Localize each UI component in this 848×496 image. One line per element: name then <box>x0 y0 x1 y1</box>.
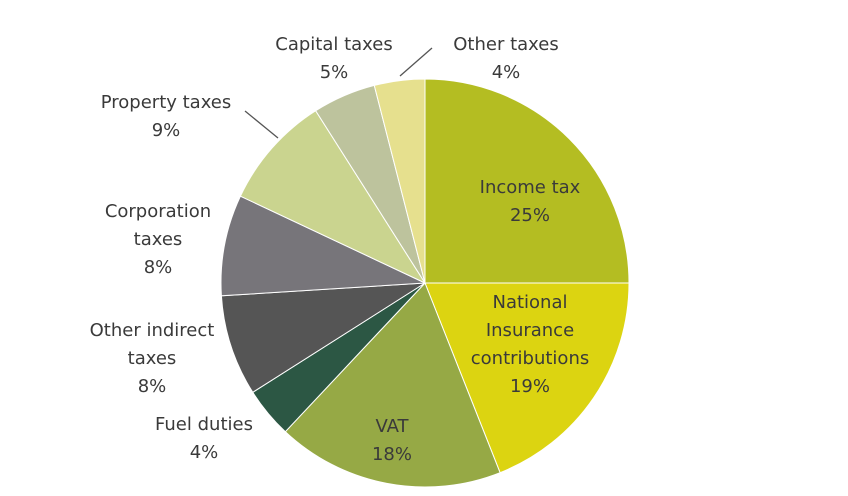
slice-percent-label: 4% <box>190 442 219 463</box>
slice-label-line: Other taxes <box>453 34 558 55</box>
slice-label-line: taxes <box>128 348 177 369</box>
slice-percent-label: 19% <box>510 376 550 397</box>
pie-slice-property <box>239 110 427 285</box>
slice-label-line: Other indirect <box>90 320 215 341</box>
leader-lines <box>244 47 433 139</box>
leader-line-property <box>244 110 279 139</box>
slice-percent-label: 4% <box>492 62 521 83</box>
slice-label-line: contributions <box>471 348 589 369</box>
slice-label-vat: VAT 18% <box>372 416 412 465</box>
leader-line-other <box>399 47 433 77</box>
slice-label-line: Capital taxes <box>275 34 392 55</box>
slice-label-line: Corporation <box>105 201 211 222</box>
slice-label-line: taxes <box>134 229 183 250</box>
slice-label-line: Fuel duties <box>155 414 253 435</box>
pie-slice-corporation <box>220 195 426 297</box>
pie-slices <box>220 78 630 488</box>
slice-label-line: Income tax <box>480 177 581 198</box>
slice-label-other: Other taxes 4% <box>453 34 558 83</box>
slice-label-fuel: Fuel duties 4% <box>155 414 253 463</box>
pie-slice-vat <box>284 282 501 488</box>
slice-label-line: Insurance <box>486 320 574 341</box>
slice-label-nic: National Insurance contributions 19% <box>471 292 589 397</box>
slice-percent-label: 5% <box>320 62 349 83</box>
slice-label-line: National <box>492 292 567 313</box>
slice-label-income: Income tax 25% <box>480 177 581 226</box>
slice-label-line: Property taxes <box>101 92 232 113</box>
slice-percent-label: 9% <box>152 120 181 141</box>
slice-label-capital: Capital taxes 5% <box>275 34 392 83</box>
slice-label-line: VAT <box>375 416 409 437</box>
pie-slice-other <box>373 78 426 284</box>
slice-label-property: Property taxes 9% <box>101 92 232 141</box>
slice-percent-label: 8% <box>138 376 167 397</box>
slice-labels: Income tax 25% National Insurance contributi… <box>90 34 590 465</box>
slice-percent-label: 18% <box>372 444 412 465</box>
pie-slice-other-indirect <box>220 282 426 394</box>
slice-percent-label: 8% <box>144 257 173 278</box>
slice-label-other-indirect: Other indirect taxes 8% <box>90 320 215 397</box>
slice-percent-label: 25% <box>510 205 550 226</box>
slice-label-corporation: Corporation taxes 8% <box>105 201 211 278</box>
pie-slice-nic <box>424 282 630 474</box>
pie-slice-income <box>424 78 630 284</box>
